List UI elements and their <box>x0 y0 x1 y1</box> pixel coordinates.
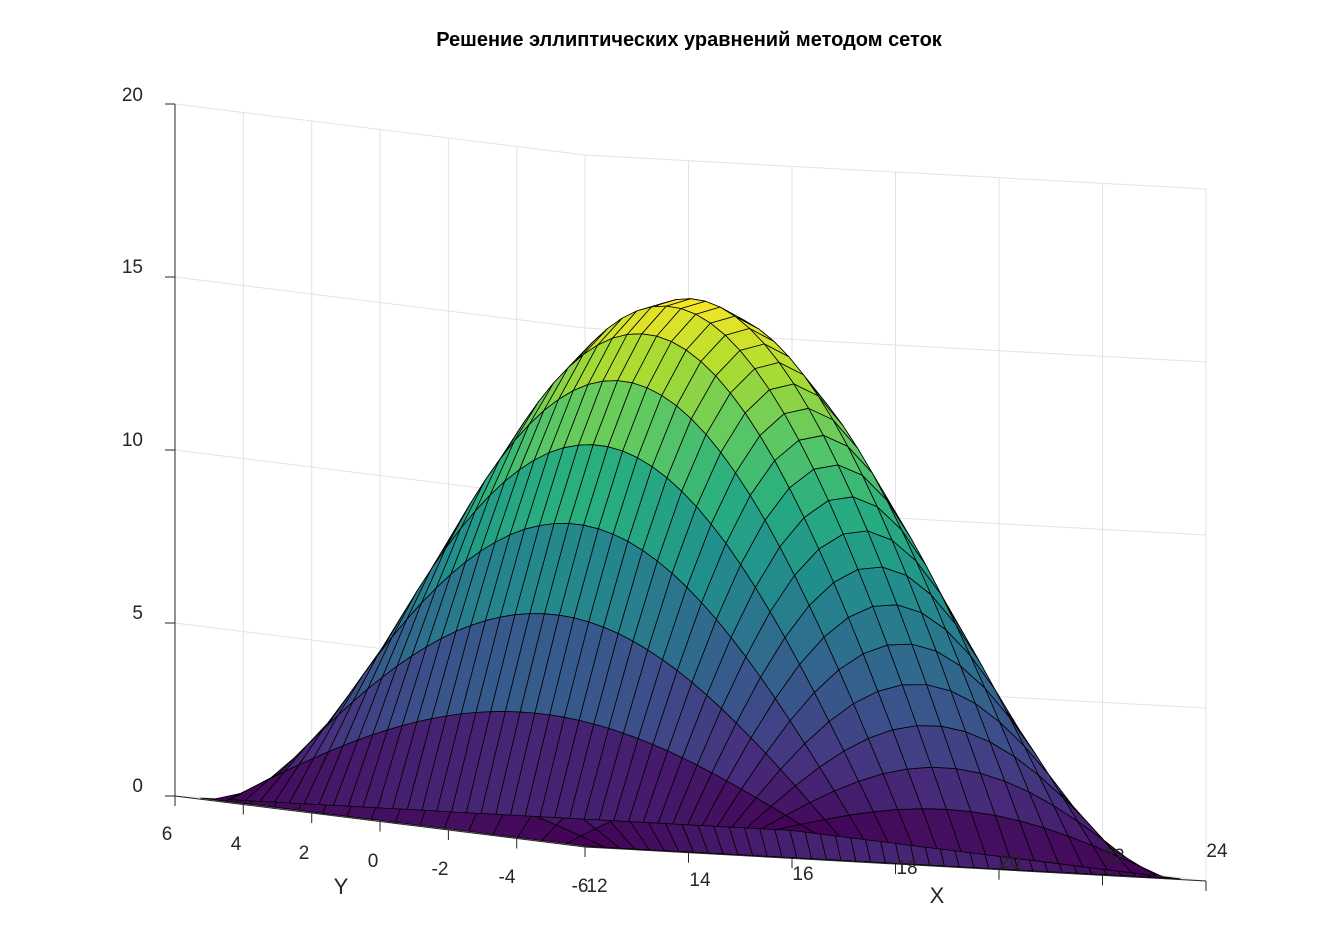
y-tick-4: 4 <box>231 834 242 855</box>
chart-title: Решение эллиптических уравнений методом … <box>436 29 943 51</box>
x-tick-24: 24 <box>1206 841 1228 862</box>
z-tick-5: 5 <box>132 603 143 624</box>
y-tick-neg6: -6 <box>572 876 589 897</box>
y-axis-label: Y <box>334 874 349 899</box>
tick-labels: 0 5 10 15 20 6 4 2 0 -2 -4 -6 12 14 16 1… <box>122 85 1228 897</box>
x-tick-14: 14 <box>689 870 711 891</box>
z-tick-10: 10 <box>122 430 143 451</box>
surface-plot <box>200 298 1181 880</box>
x-tick-20: 20 <box>999 852 1020 873</box>
y-tick-2: 2 <box>299 843 310 864</box>
x-tick-12: 12 <box>586 876 607 897</box>
y-tick-0: 0 <box>368 851 379 872</box>
y-tick-6: 6 <box>162 824 173 845</box>
z-tick-15: 15 <box>122 257 143 278</box>
axes-box <box>165 103 1207 891</box>
y-tick-neg2: -2 <box>432 859 449 880</box>
z-tick-0: 0 <box>132 776 143 797</box>
y-tick-neg4: -4 <box>499 867 516 888</box>
z-tick-20: 20 <box>122 85 143 106</box>
x-tick-16: 16 <box>792 864 813 885</box>
x-tick-18: 18 <box>896 858 917 879</box>
surface-patch <box>200 793 241 802</box>
x-tick-22: 22 <box>1103 846 1124 867</box>
x-axis-label: X <box>930 883 945 908</box>
